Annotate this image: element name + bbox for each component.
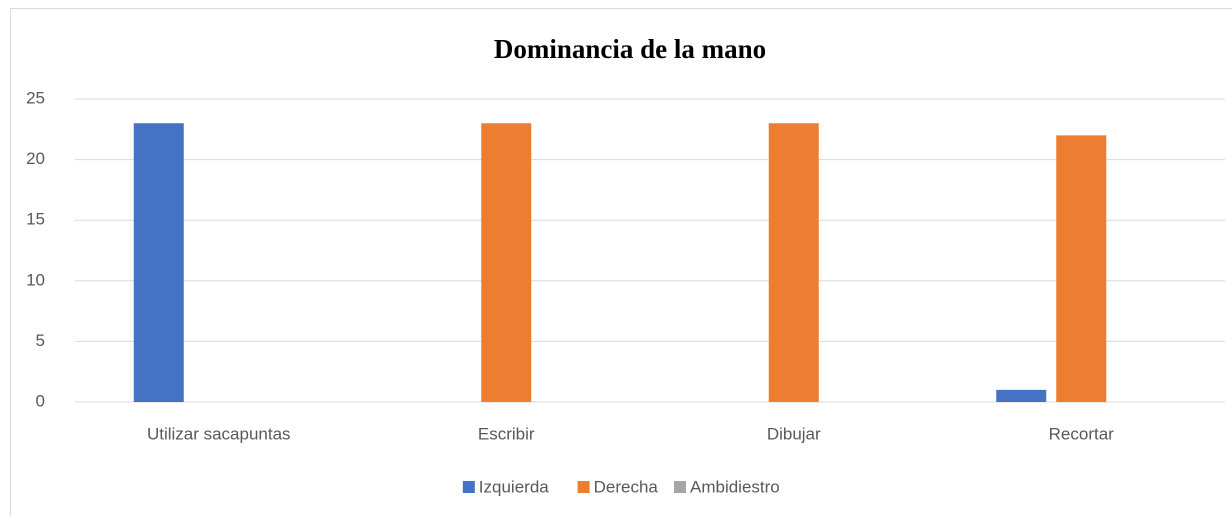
y-tick-label: 5 (36, 331, 45, 350)
bar (768, 123, 819, 403)
x-tick-label: Dibujar (767, 424, 821, 443)
x-tick-label: Recortar (1049, 424, 1115, 443)
legend-label: Izquierda (479, 477, 549, 496)
legend-swatch (577, 481, 590, 493)
bar (996, 389, 1047, 402)
bar (133, 123, 184, 403)
x-tick-label: Escribir (478, 424, 535, 443)
x-tick-label: Utilizar sacapuntas (147, 424, 291, 443)
legend-label: Ambidiestro (690, 477, 780, 496)
chart-title: Dominancia de la mano (494, 34, 766, 64)
legend-label: Derecha (594, 477, 659, 496)
bar (1056, 135, 1107, 403)
y-tick-label: 25 (26, 88, 45, 107)
chart-frame (10, 8, 1232, 516)
y-tick-label: 15 (26, 210, 45, 229)
legend-swatch (462, 481, 475, 493)
y-tick-label: 0 (36, 391, 45, 410)
legend-swatch (674, 481, 686, 493)
y-tick-label: 20 (26, 149, 45, 168)
y-tick-label: 10 (26, 270, 45, 289)
bar (481, 123, 532, 403)
